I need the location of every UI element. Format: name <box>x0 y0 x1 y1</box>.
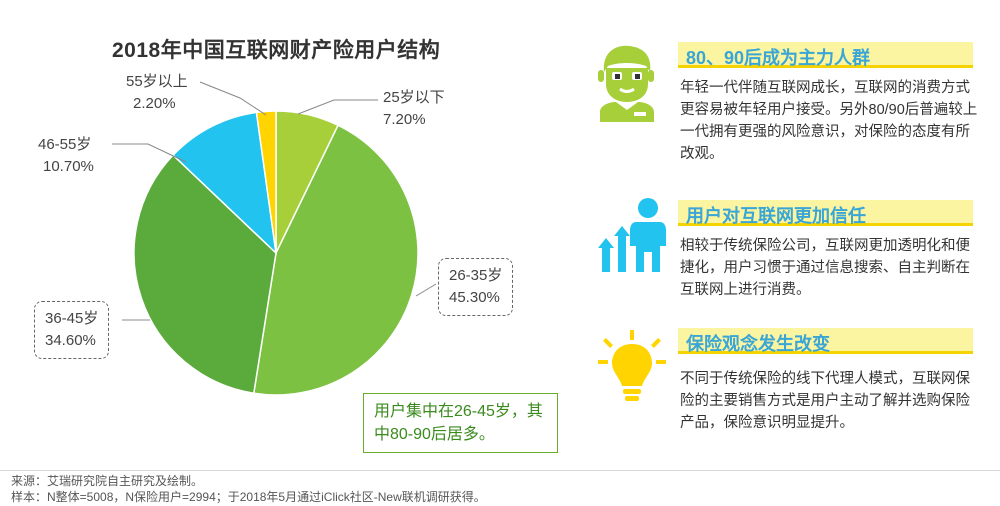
slice-label-under25-value: 7.20% <box>383 111 426 128</box>
pie-slice-over55 <box>255 110 277 254</box>
leader-line-under25 <box>297 99 378 115</box>
panel-title-bar <box>678 200 973 226</box>
slice-label-26-35-value: 45.30% <box>449 289 500 306</box>
panel-title-bar <box>678 328 973 354</box>
panel-title: 保险观念发生改变 <box>686 334 830 354</box>
footer-divider <box>0 470 1000 471</box>
panel-title: 用户对互联网更加信任 <box>686 206 866 226</box>
panel-title-bar <box>678 42 973 68</box>
slice-label-46-55-name: 46-55岁 <box>38 136 92 153</box>
panel-text: 年轻一代伴随互联网成长，互联网的消费方式更容易被年轻用户接受。另外80/90后普… <box>680 80 978 162</box>
slice-label-over55-value: 2.20% <box>133 95 176 112</box>
pie-chart <box>112 81 437 396</box>
slice-label-over55: 55岁以上 2.20% <box>126 71 188 115</box>
chart-title: 2018年中国互联网财产险用户结构 <box>112 39 441 62</box>
pie-slice-26-35 <box>252 124 419 396</box>
growth-person-icon <box>598 198 666 272</box>
leader-line-26-35 <box>415 283 437 297</box>
leader-line-over55 <box>199 81 267 116</box>
slice-label-46-55-value: 10.70% <box>43 158 94 175</box>
leader-line-46-55 <box>112 143 187 163</box>
young-person-icon <box>598 45 654 122</box>
footer-source: 来源：艾瑞研究院自主研究及绘制。 <box>11 474 204 488</box>
footer-sample: 样本：N整体=5008，N保险用户=2994；于2018年5月通过iClick社… <box>11 490 486 504</box>
panel-text: 不同于传统保险的线下代理人模式，互联网保险的主要销售方式是用户主动了解并选购保险… <box>680 371 970 431</box>
slice-label-36-45-name: 36-45岁 <box>45 310 99 327</box>
chart-callout: 用户集中在26-45岁，其中80-90后居多。 <box>363 393 558 453</box>
slice-label-over55-name: 55岁以上 <box>126 73 188 90</box>
slice-label-46-55: 46-55岁 10.70% <box>38 134 94 178</box>
slice-label-under25: 25岁以下 7.20% <box>383 87 445 131</box>
pie-slice-46-55 <box>172 111 278 256</box>
panel-title: 80、90后成为主力人群 <box>686 48 871 68</box>
slice-label-26-35: 26-35岁 45.30% <box>438 258 514 316</box>
slice-label-26-35-name: 26-35岁 <box>449 267 503 284</box>
slice-label-36-45-value: 34.60% <box>45 332 96 349</box>
lightbulb-icon <box>598 330 666 401</box>
slice-label-36-45: 36-45岁 34.60% <box>34 301 110 359</box>
slice-label-under25-name: 25岁以下 <box>383 89 445 106</box>
pie-slice-36-45 <box>133 154 277 395</box>
panel-text: 相较于传统保险公司，互联网更加透明化和便捷化，用户习惯于通过信息搜索、自主判断在… <box>680 238 970 298</box>
